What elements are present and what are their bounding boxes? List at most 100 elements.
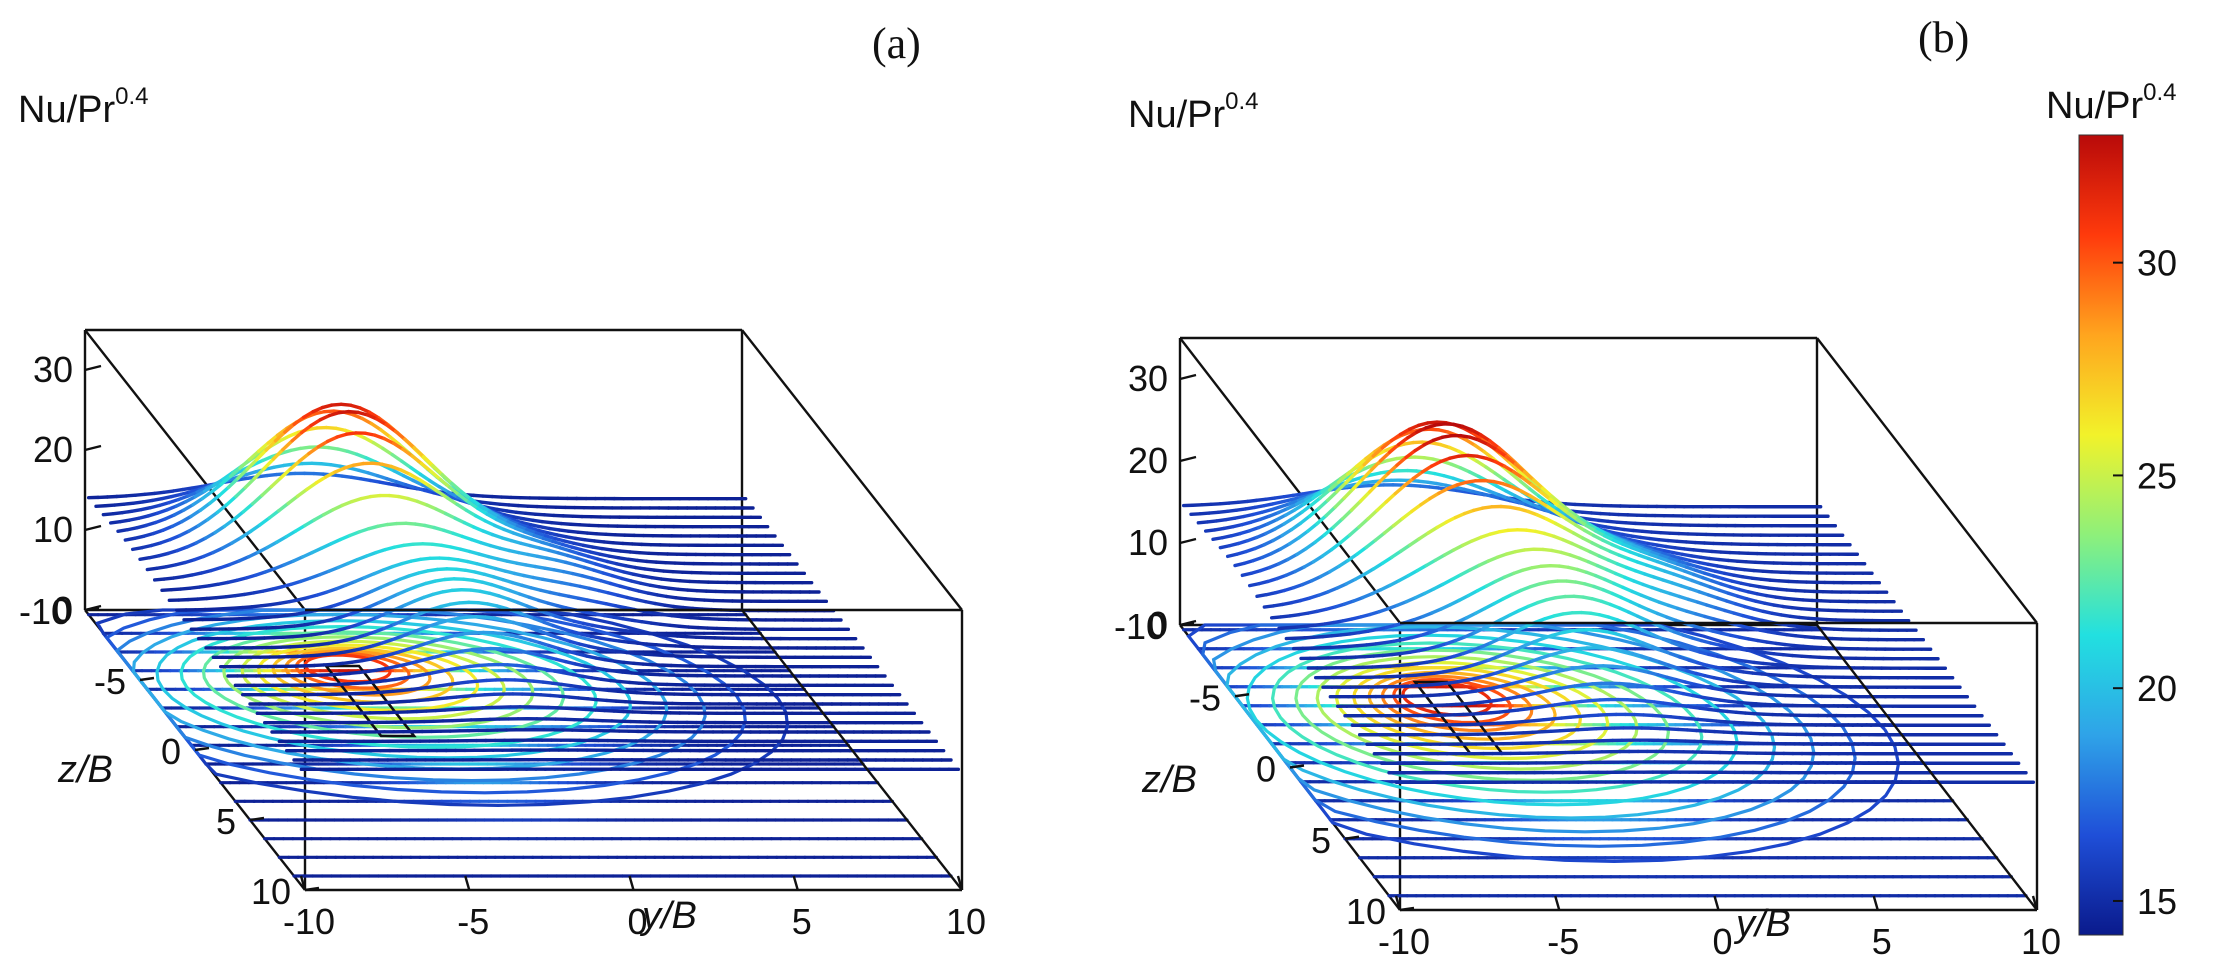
surface-contour-segment — [464, 508, 478, 518]
surface-contour-segment — [277, 434, 291, 443]
surface-contour-segment — [506, 520, 520, 528]
surface-contour-segment — [187, 523, 201, 533]
surface-contour-segment — [246, 550, 260, 559]
surface-contour-segment — [459, 489, 473, 501]
surface-contour-segment — [211, 546, 225, 555]
surface-contour-segment — [448, 485, 461, 497]
surface-contour-segment — [177, 529, 191, 538]
surface-contour-segment — [371, 441, 385, 451]
z-axis-title-a-base: Nu/Pr — [18, 89, 115, 131]
surface-contour-segment — [319, 542, 333, 550]
surface-contour-segment — [438, 477, 452, 490]
surface-contour-segment — [286, 494, 300, 506]
surface-contour-segment — [379, 581, 393, 589]
surface-contour-segment — [392, 469, 406, 478]
surface-contour-segment — [333, 466, 347, 474]
surface-contour-segment — [189, 508, 203, 519]
y-tick-label: 10 — [946, 901, 986, 942]
surface-contour-segment — [301, 550, 314, 559]
surface-contour-segment — [220, 541, 234, 550]
surface-contour-segment — [420, 483, 434, 491]
surface-contour-segment — [208, 493, 221, 505]
surface-contour-segment — [312, 512, 326, 522]
surface-contour-segment — [179, 514, 193, 524]
surface-contour-segment — [288, 459, 302, 471]
surface-contour-segment — [200, 489, 214, 501]
surface-contour-segment — [291, 555, 305, 563]
surface-contour-segment — [445, 496, 459, 507]
z-tick-label: 30 — [33, 349, 73, 390]
surface-contour-segment — [427, 483, 440, 494]
surface-contour-segment — [181, 502, 195, 512]
surface-contour-segment — [217, 485, 231, 498]
surface-contour-segment — [425, 503, 438, 511]
surface-contour-segment — [195, 486, 209, 494]
surface-contour-segment — [393, 429, 407, 441]
surface-contour-segment — [248, 523, 262, 534]
surface-contour-segment — [213, 524, 227, 535]
front-frame-a — [305, 329, 964, 892]
surface-contour-segment — [264, 439, 278, 452]
surface-contour-segment — [224, 494, 238, 507]
surface-contour-segment — [255, 448, 268, 462]
surface-contour-segment — [394, 603, 407, 611]
depth-tick-label: -10 — [19, 591, 71, 632]
y-axis-title-a: y/B — [639, 895, 697, 937]
surface-contour-segment — [258, 516, 272, 527]
z-tick-label: 10 — [33, 509, 73, 550]
surface-contour-segment — [230, 535, 243, 545]
surface-contour-segment — [297, 451, 311, 463]
depth-tick-mark — [194, 746, 210, 752]
surface-contour-segment — [232, 510, 245, 522]
surface-contour-segment — [247, 449, 261, 462]
surface-contour-segment — [210, 482, 223, 494]
surface-contour-segment — [275, 426, 289, 437]
surface-contour-segment — [494, 517, 508, 526]
surface-contour-segment — [401, 474, 415, 483]
surface-contour-segment — [191, 496, 205, 507]
back-edge-a-6 — [84, 329, 306, 611]
surface-contour-segment — [321, 508, 335, 517]
surface-contour-segment — [331, 503, 345, 512]
surface-contour-segment — [411, 478, 425, 487]
surface-contour-segment — [269, 476, 283, 489]
surface-contour-segment — [260, 484, 274, 498]
panel-label-a: (a) — [872, 19, 921, 68]
z-axis-title-a: Nu/Pr0.4 — [18, 83, 149, 131]
surface-contour-segment — [388, 435, 402, 447]
surface-contour-segment — [382, 436, 396, 445]
surface-contour-segment — [252, 466, 266, 480]
surface-contour-segment — [222, 517, 236, 529]
surface-contour-segment — [185, 541, 199, 549]
surface-contour-segment — [323, 470, 337, 479]
surface-contour-segment — [483, 519, 497, 528]
surface-contour-segment — [184, 495, 197, 504]
y-tick-label: 5 — [792, 901, 812, 942]
surface-contour-segment — [462, 520, 476, 529]
depth-tick-label: 5 — [216, 801, 236, 842]
surface-contour-segment — [386, 592, 400, 601]
surface-contour-segment — [428, 478, 441, 489]
surface-contour-segment — [369, 421, 383, 432]
surface-contour-segment — [431, 464, 445, 477]
surface-contour-segment — [256, 545, 269, 555]
surface-contour-segment — [412, 445, 426, 459]
z-axis-title-b-exp: 0.4 — [1225, 88, 1258, 115]
z-tick-mark — [84, 524, 102, 532]
back-edge-b-6 — [1179, 337, 1401, 624]
surface-contour-segment — [237, 555, 251, 563]
surface-contour-segment — [239, 529, 253, 540]
surface-contour-segment — [440, 472, 454, 486]
surface-contours-a — [86, 402, 961, 772]
surface-contour-segment — [429, 469, 443, 482]
floor-iso-contour — [257, 643, 480, 712]
surface-contour-segment — [277, 501, 290, 513]
surface-contour-segment — [267, 509, 281, 520]
surface-contour-segment — [234, 485, 247, 499]
surface-contour-segment — [194, 536, 208, 545]
surface-contour-segment — [419, 461, 433, 474]
